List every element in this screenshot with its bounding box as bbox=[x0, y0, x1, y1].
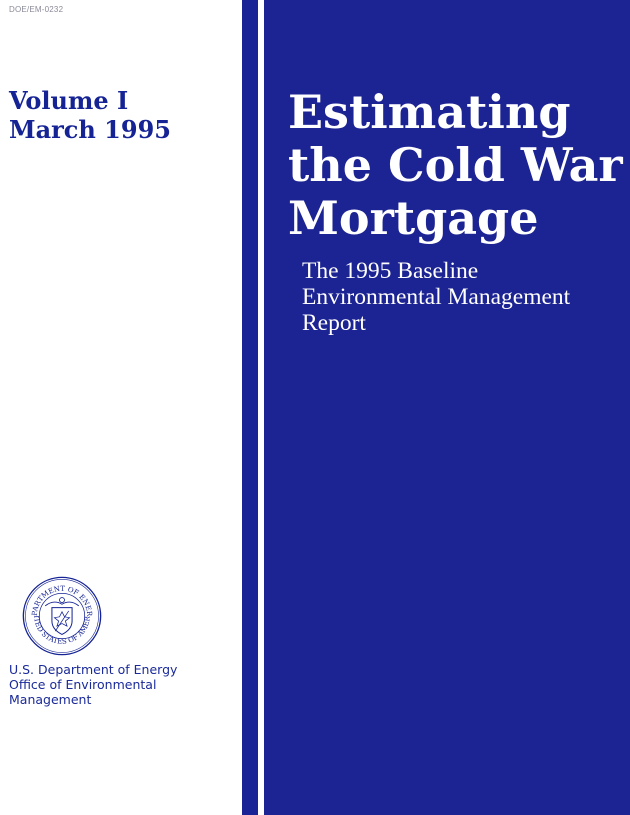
document-number: DOE/EM-0232 bbox=[9, 5, 64, 14]
agency-line-3: Management bbox=[9, 692, 92, 707]
subtitle-line-1: The 1995 Baseline bbox=[302, 258, 479, 284]
title-line-1: Estimating bbox=[288, 85, 571, 139]
seal-top-text: DEPARTMENT OF ENERGY bbox=[20, 574, 94, 617]
left-panel: DOE/EM-0232 Volume I March 1995 DEPARTME… bbox=[0, 0, 242, 815]
report-subtitle: The 1995 Baseline Environmental Manageme… bbox=[302, 258, 570, 336]
subtitle-line-3: Report bbox=[302, 310, 366, 336]
agency-block: U.S. Department of Energy Office of Envi… bbox=[9, 662, 177, 707]
agency-line-2: Office of Environmental bbox=[9, 677, 157, 692]
divider-stripe bbox=[242, 0, 258, 815]
divider-gap bbox=[258, 0, 264, 815]
volume-label: Volume I bbox=[9, 86, 129, 115]
doe-seal-icon: DEPARTMENT OF ENERGY UNITED STATES OF AM… bbox=[20, 574, 102, 656]
title-line-2: the Cold War bbox=[288, 138, 623, 192]
subtitle-line-2: Environmental Management bbox=[302, 284, 571, 310]
volume-date-block: Volume I March 1995 bbox=[9, 86, 171, 144]
agency-line-1: U.S. Department of Energy bbox=[9, 662, 178, 677]
report-title: Estimating the Cold War Mortgage bbox=[288, 86, 623, 245]
title-line-3: Mortgage bbox=[288, 191, 539, 245]
right-panel bbox=[264, 0, 630, 815]
publication-date: March 1995 bbox=[9, 115, 171, 144]
